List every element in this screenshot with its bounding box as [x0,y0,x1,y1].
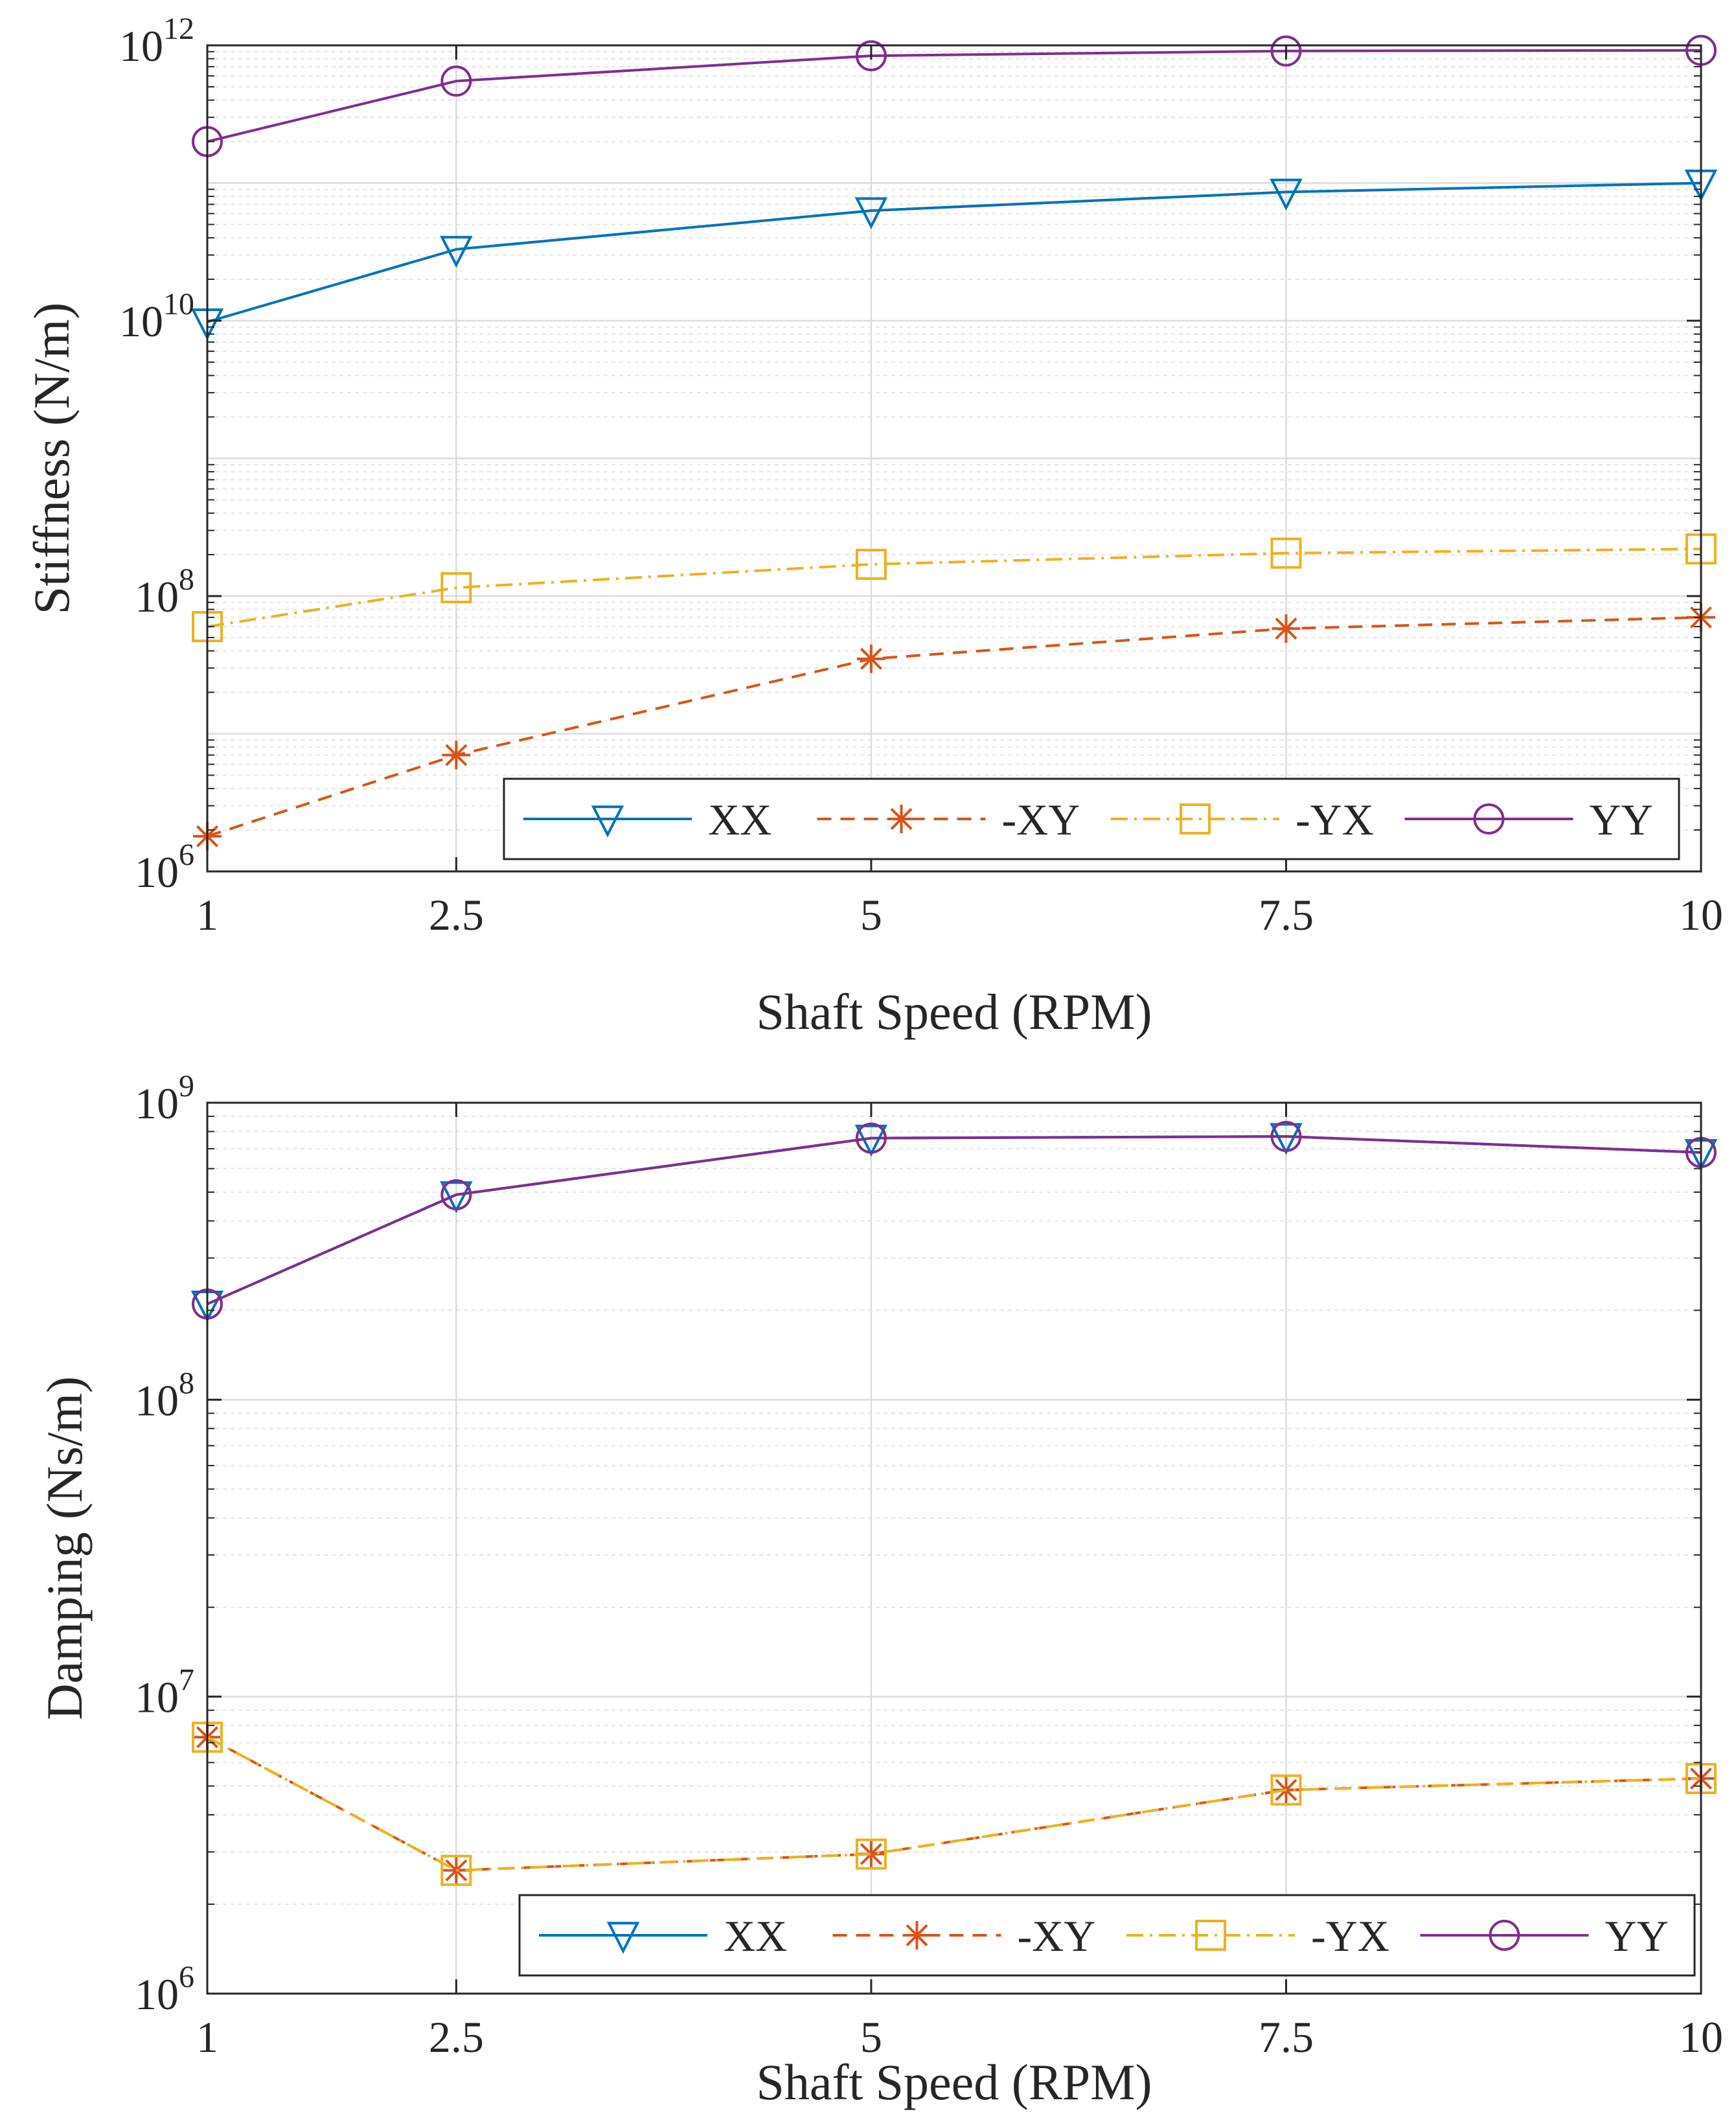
y-tick-label: 1012 [119,12,194,71]
y-tick-label: 106 [135,838,194,897]
data-point-neg-yx [855,549,887,581]
series-line-yy [207,1135,1702,1306]
damping-series-group [190,1121,1718,1886]
x-tick-label: 2.5 [429,890,484,939]
legend-marker-xx [591,805,624,838]
stiffness-y-axis-label: Stiffness (N/m) [23,303,80,615]
data-point-neg-yx [855,1838,887,1870]
data-point-yy [1270,35,1302,67]
x-tick-label: 10 [1679,2012,1723,2062]
x-tick-label: 1 [196,2012,218,2062]
damping-y-ticks: 106 107 108 109 [135,1069,1701,2019]
data-point-neg-yx [1270,537,1302,569]
x-tick-label: 7.5 [1259,890,1314,939]
x-tick-label: 5 [860,890,882,939]
stiffness-grid [206,44,1702,873]
data-point-xx [1270,178,1303,211]
data-point-xx [440,236,473,268]
data-point-yy [1270,1121,1302,1153]
legend-label: XX [708,795,771,844]
series-line-xx [207,1135,1702,1306]
data-point-neg-xy [856,644,885,673]
stiffness-x-ticks: 1 2.5 5 7.5 10 [196,45,1723,939]
damping-y-axis-label: Damping (Ns/m) [36,1376,93,1720]
damping-x-ticks: 1 2.5 5 7.5 10 [196,1103,1723,2062]
legend-label: -YX [1296,795,1374,844]
stiffness-x-axis-label: Shaft Speed (RPM) [757,984,1152,1040]
legend-marker-neg-yx [1180,803,1211,835]
damping-grid [206,1101,1702,1995]
data-point-yy [855,1122,887,1154]
legend-label: -YX [1311,1911,1389,1961]
stiffness-series-group [190,34,1718,851]
data-point-neg-yx [1270,1774,1302,1806]
damping-legend: XX -XY -YX YY [518,1894,1696,1977]
legend-label: YY [1605,1911,1669,1961]
legend-label: XX [724,1911,787,1961]
data-point-yy [440,65,472,97]
stiffness-chart: 1 2.5 5 7.5 10 106 108 1010 1012 Shaft Speed (R… [23,12,1723,1040]
series-line-xx [207,181,1702,323]
data-point-xx [1270,1123,1303,1155]
data-point-neg-xy [442,741,471,770]
x-tick-label: 1 [196,890,218,939]
legend-label: -XY [1018,1911,1096,1961]
stiffness-legend: XX -XY -YX YY [503,777,1680,860]
data-point-yy [855,40,887,72]
damping-axes-box [206,1101,1702,1995]
x-tick-label: 10 [1679,890,1723,939]
series-line-neg-yx [207,1736,1702,1872]
y-tick-label: 109 [135,1069,194,1128]
y-tick-label: 108 [135,562,194,621]
data-point-neg-xy [1272,614,1301,643]
legend-marker-yy [1489,1920,1520,1951]
x-tick-label: 2.5 [429,2012,484,2062]
x-tick-label: 5 [860,2012,882,2062]
data-point-neg-yx [440,1854,472,1886]
y-tick-label: 1010 [119,287,194,346]
legend-marker-neg-xy [902,1921,931,1950]
y-tick-label: 108 [135,1366,194,1425]
legend-marker-neg-xy [887,805,916,833]
data-point-neg-yx [440,572,472,604]
legend-marker-neg-yx [1195,1920,1226,1951]
legend-label: -XY [1002,795,1080,844]
series-line-yy [207,49,1702,143]
damping-chart: 1 2.5 5 7.5 10 106 107 108 109 Shaft Speed (RPM… [36,1069,1723,2110]
y-tick-label: 107 [135,1663,194,1722]
legend-label: YY [1590,795,1653,844]
legend-marker-yy [1473,803,1505,835]
damping-x-axis-label: Shaft Speed (RPM) [757,2054,1152,2110]
stiffness-axes-box [206,44,1702,873]
y-tick-label: 106 [135,1960,194,2019]
series-line-neg-xy [207,1736,1702,1872]
stiffness-y-ticks: 106 108 1010 1012 [119,12,1701,897]
legend-marker-xx [606,1922,640,1954]
data-point-xx [854,197,888,229]
x-tick-label: 7.5 [1259,2012,1314,2062]
series-line-neg-yx [207,547,1702,628]
data-point-yy [440,1179,472,1210]
